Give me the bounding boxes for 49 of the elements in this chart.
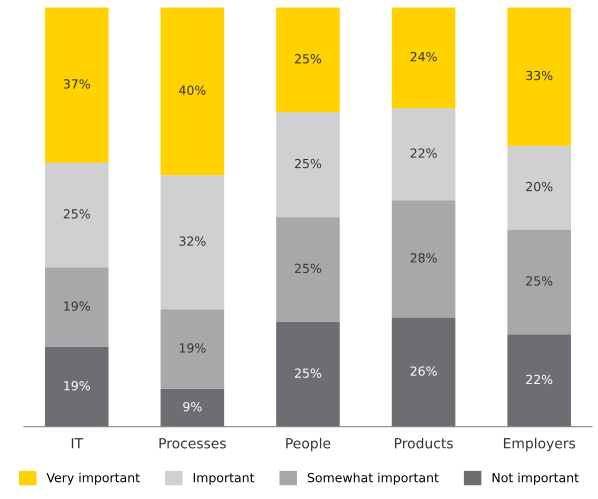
bar: [276, 322, 340, 427]
data-label: 25%: [294, 158, 322, 168]
data-label: 37%: [64, 79, 90, 89]
data-label: 9%: [183, 402, 202, 412]
x-tick-label: IT: [72, 438, 84, 448]
data-label: 25%: [526, 276, 552, 286]
data-label: 32%: [179, 236, 206, 246]
bar: [392, 7, 456, 108]
bar: [160, 175, 224, 310]
bar: [44, 7, 109, 163]
bar: [160, 388, 224, 427]
bar: [392, 200, 456, 318]
data-label: 22%: [526, 374, 552, 384]
data-label: 25%: [294, 54, 322, 64]
legend-label: Somewhat important: [308, 472, 439, 485]
bar: [392, 318, 456, 427]
bar: [160, 7, 224, 176]
data-label: 26%: [410, 366, 437, 376]
x-tick-label: Employers: [504, 438, 576, 452]
bar: [392, 108, 456, 200]
legend-label: Not important: [492, 472, 579, 485]
x-tick-label: Products: [394, 438, 453, 449]
legend-label: Very important: [46, 472, 140, 485]
x-tick-label: People: [286, 438, 330, 452]
data-label: 25%: [294, 264, 322, 274]
data-label: 22%: [410, 148, 437, 158]
legend-label: Important: [194, 473, 254, 485]
data-label: 33%: [526, 70, 552, 80]
data-label: 28%: [410, 253, 437, 263]
data-label: 19%: [180, 343, 206, 353]
data-label: 20%: [526, 182, 552, 192]
bar: [160, 309, 224, 389]
bar: [276, 7, 340, 112]
data-label: 19%: [64, 380, 90, 390]
bar: [507, 334, 571, 427]
bar: [507, 7, 571, 146]
bar: [507, 230, 571, 334]
bar: [44, 267, 109, 348]
bar: [276, 217, 340, 322]
data-label: 25%: [294, 368, 322, 378]
data-label: 40%: [179, 85, 206, 95]
data-label: 24%: [410, 52, 437, 62]
bar: [507, 146, 571, 230]
data-label: 25%: [64, 209, 90, 219]
bar: [276, 112, 340, 218]
x-tick-label: Processes: [159, 438, 226, 449]
data-label: 19%: [64, 301, 90, 311]
bar: [44, 162, 109, 268]
bar: [44, 347, 109, 427]
